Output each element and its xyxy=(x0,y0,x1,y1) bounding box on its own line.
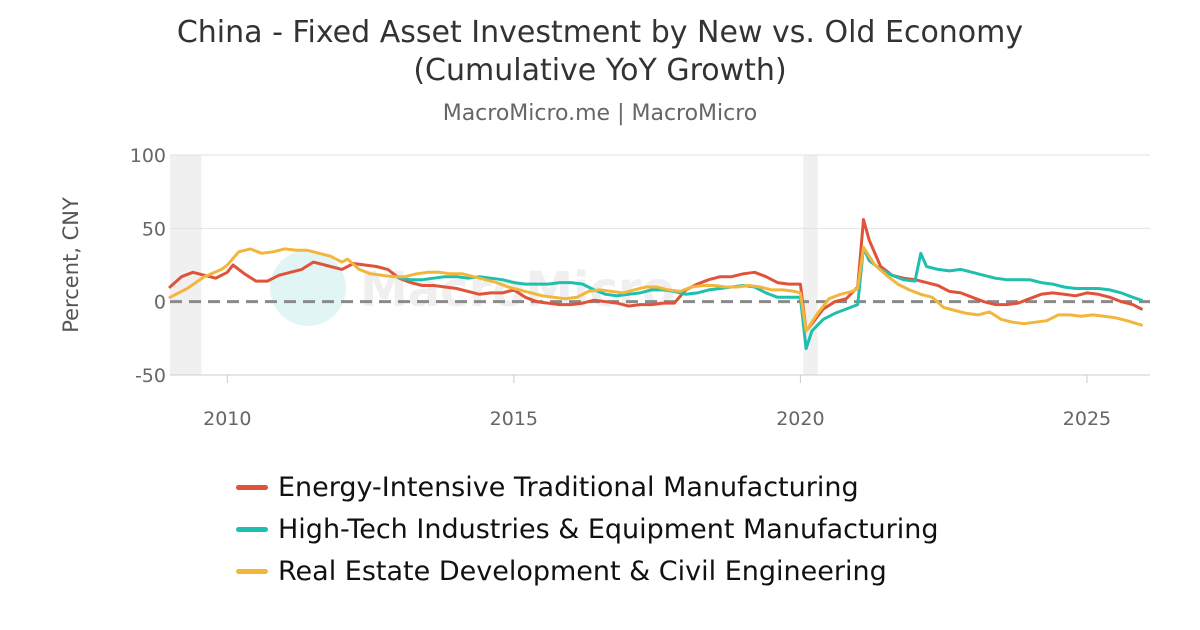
legend-item-energy[interactable]: Energy-Intensive Traditional Manufacturi… xyxy=(236,466,939,508)
legend-swatch-realestate xyxy=(236,568,268,574)
axes: 100 50 0 -50 2010 2015 2020 2025 xyxy=(130,145,1150,430)
recession-band xyxy=(170,155,202,375)
legend-swatch-energy xyxy=(236,484,268,490)
y-axis-label: Percent, CNY xyxy=(59,197,83,333)
y-tick-label: 0 xyxy=(154,292,166,314)
chart-title-line1: China - Fixed Asset Investment by New vs… xyxy=(176,15,1024,50)
x-tick-label: 2015 xyxy=(490,408,538,430)
legend-label-energy: Energy-Intensive Traditional Manufacturi… xyxy=(278,471,859,503)
series-line-energy[interactable] xyxy=(168,218,1143,333)
chart-legend: Energy-Intensive Traditional Manufacturi… xyxy=(236,466,939,592)
series-line-hightech[interactable] xyxy=(397,245,1143,351)
watermark-logo-icon xyxy=(270,250,346,326)
watermark: MacroMicro xyxy=(270,250,675,326)
legend-item-realestate[interactable]: Real Estate Development & Civil Engineer… xyxy=(236,550,939,592)
y-tick-label: -50 xyxy=(135,365,166,387)
legend-swatch-hightech xyxy=(236,526,268,532)
x-tick-label: 2020 xyxy=(776,408,824,430)
chart-title-line2: (Cumulative YoY Growth) xyxy=(413,53,787,88)
legend-item-hightech[interactable]: High-Tech Industries & Equipment Manufac… xyxy=(236,508,939,550)
x-tick-label: 2025 xyxy=(1063,408,1111,430)
y-tick-label: 100 xyxy=(130,145,166,167)
y-tick-label: 50 xyxy=(142,218,166,240)
chart-subtitle: MacroMicro.me | MacroMicro xyxy=(442,101,758,126)
x-tick-label: 2010 xyxy=(203,408,251,430)
chart-title: China - Fixed Asset Investment by New vs… xyxy=(0,14,1200,90)
series-lines xyxy=(168,218,1143,351)
series-line-realestate[interactable] xyxy=(168,245,1143,333)
legend-label-hightech: High-Tech Industries & Equipment Manufac… xyxy=(278,513,939,545)
legend-label-realestate: Real Estate Development & Civil Engineer… xyxy=(278,555,887,587)
